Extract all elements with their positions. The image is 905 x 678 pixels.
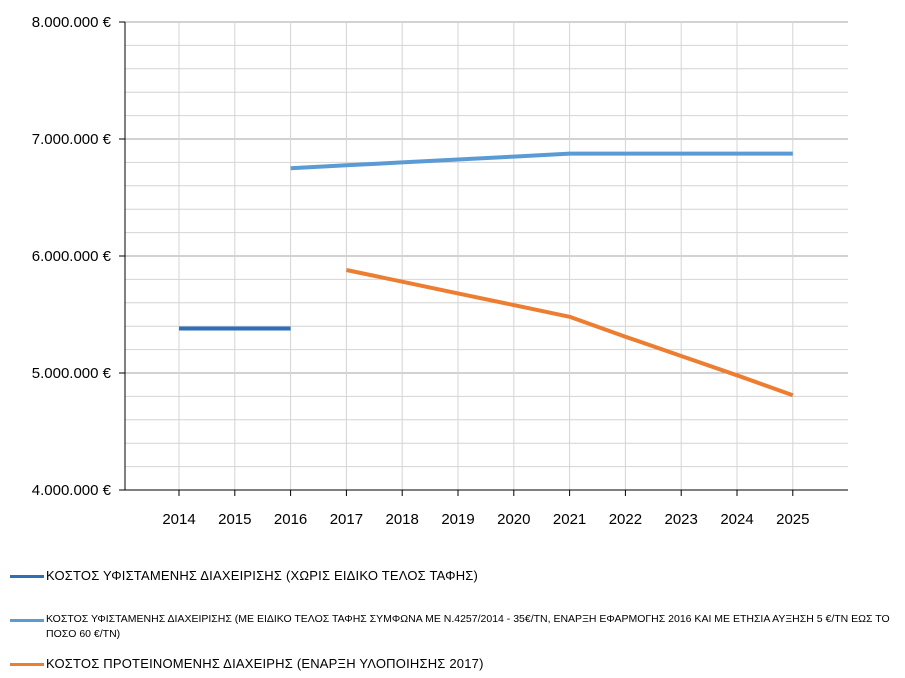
- legend-item-3: ΚΟΣΤΟΣ ΠΡΟΤΕΙΝΟΜΕΝΗΣ ΔΙΑΧΕΙΡΗΣ (ΕΝΑΡΞΗ Υ…: [10, 656, 484, 671]
- y-tick-label-0: 4.000.000 €: [32, 482, 112, 499]
- series-line-3: [345, 268, 794, 398]
- legend-swatch-2: [10, 619, 44, 622]
- y-tick-label-3: 7.000.000 €: [32, 131, 112, 148]
- y-tick-label-2: 6.000.000 €: [32, 248, 112, 265]
- y-tick-label-1: 5.000.000 €: [32, 365, 112, 382]
- grid-lines: [125, 21, 848, 491]
- x-tick-label-10: 2024: [720, 511, 753, 528]
- x-tick-label-7: 2021: [553, 511, 586, 528]
- legend-label-2: ΚΟΣΤΟΣ ΥΦΙΣΤΑΜΕΝΗΣ ΔΙΑΧΕΙΡΙΣΗΣ (ΜΕ ΕΙΔΙΚ…: [46, 613, 890, 640]
- tick-labels: 4.000.000 € 5.000.000 € 6.000.000 € 7.000.0…: [32, 14, 810, 528]
- x-tick-label-5: 2019: [441, 511, 474, 528]
- x-tick-label-9: 2023: [665, 511, 698, 528]
- x-tick-label-0: 2014: [162, 511, 195, 528]
- x-tick-label-6: 2020: [497, 511, 530, 528]
- legend-swatch-3: [10, 663, 44, 666]
- series-line-2: [290, 151, 793, 171]
- legend-item-1: ΚΟΣΤΟΣ ΥΦΙΣΤΑΜΕΝΗΣ ΔΙΑΧΕΙΡΙΣΗΣ (ΧΩΡΙΣ ΕΙ…: [10, 568, 478, 583]
- legend-label-1: ΚΟΣΤΟΣ ΥΦΙΣΤΑΜΕΝΗΣ ΔΙΑΧΕΙΡΙΣΗΣ (ΧΩΡΙΣ ΕΙ…: [46, 568, 479, 583]
- x-tick-label-1: 2015: [218, 511, 251, 528]
- legend-label-3: ΚΟΣΤΟΣ ΠΡΟΤΕΙΝΟΜΕΝΗΣ ΔΙΑΧΕΙΡΗΣ (ΕΝΑΡΞΗ Υ…: [46, 656, 484, 671]
- legend-item-2: ΚΟΣΤΟΣ ΥΦΙΣΤΑΜΕΝΗΣ ΔΙΑΧΕΙΡΙΣΗΣ (ΜΕ ΕΙΔΙΚ…: [10, 612, 896, 642]
- series-lines: [179, 151, 794, 398]
- x-tick-label-11: 2025: [776, 511, 809, 528]
- y-tick-label-4: 8.000.000 €: [32, 14, 112, 31]
- x-tick-label-4: 2018: [386, 511, 419, 528]
- x-tick-label-2: 2016: [274, 511, 307, 528]
- legend-swatch-1: [10, 575, 44, 578]
- x-tick-label-3: 2017: [330, 511, 363, 528]
- line-chart: 4.000.000 € 5.000.000 € 6.000.000 € 7.000.0…: [32, 14, 848, 528]
- x-tick-label-8: 2022: [609, 511, 642, 528]
- axes: [119, 21, 848, 496]
